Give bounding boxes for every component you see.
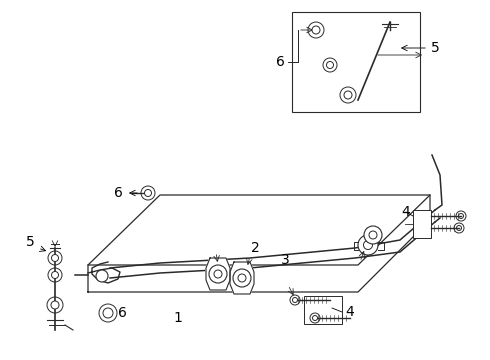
- Text: 4: 4: [345, 305, 354, 319]
- Circle shape: [456, 211, 466, 221]
- Text: 6: 6: [275, 55, 284, 69]
- Circle shape: [103, 308, 113, 318]
- Circle shape: [145, 189, 151, 197]
- Bar: [304, 296, 342, 324]
- Circle shape: [96, 270, 108, 282]
- Circle shape: [99, 304, 117, 322]
- Text: 6: 6: [118, 306, 126, 320]
- Circle shape: [310, 313, 320, 323]
- Circle shape: [141, 186, 155, 200]
- Text: 6: 6: [114, 186, 122, 200]
- Circle shape: [340, 87, 356, 103]
- Text: 5: 5: [431, 41, 440, 55]
- Text: 3: 3: [281, 253, 290, 267]
- Circle shape: [238, 274, 246, 282]
- Circle shape: [293, 297, 297, 302]
- Circle shape: [344, 91, 352, 99]
- Text: 2: 2: [250, 241, 259, 255]
- Bar: [292, 12, 420, 112]
- Circle shape: [369, 231, 377, 239]
- Circle shape: [51, 271, 58, 279]
- Circle shape: [47, 297, 63, 313]
- Circle shape: [323, 58, 337, 72]
- Circle shape: [364, 226, 382, 244]
- Circle shape: [326, 62, 334, 68]
- Circle shape: [457, 225, 462, 230]
- Circle shape: [214, 270, 222, 278]
- Circle shape: [48, 251, 62, 265]
- Circle shape: [358, 235, 378, 255]
- Circle shape: [51, 301, 59, 309]
- Text: 1: 1: [173, 311, 182, 325]
- Circle shape: [312, 26, 320, 34]
- Text: 4: 4: [402, 205, 411, 219]
- Circle shape: [313, 315, 318, 320]
- Circle shape: [459, 213, 464, 219]
- Polygon shape: [206, 258, 230, 290]
- Circle shape: [454, 223, 464, 233]
- Circle shape: [209, 265, 227, 283]
- Circle shape: [48, 268, 62, 282]
- Text: 5: 5: [25, 235, 34, 249]
- Circle shape: [308, 22, 324, 38]
- Circle shape: [233, 269, 251, 287]
- Polygon shape: [230, 262, 254, 294]
- Bar: [413, 210, 431, 238]
- Circle shape: [290, 295, 300, 305]
- Circle shape: [51, 255, 58, 261]
- Circle shape: [364, 240, 372, 249]
